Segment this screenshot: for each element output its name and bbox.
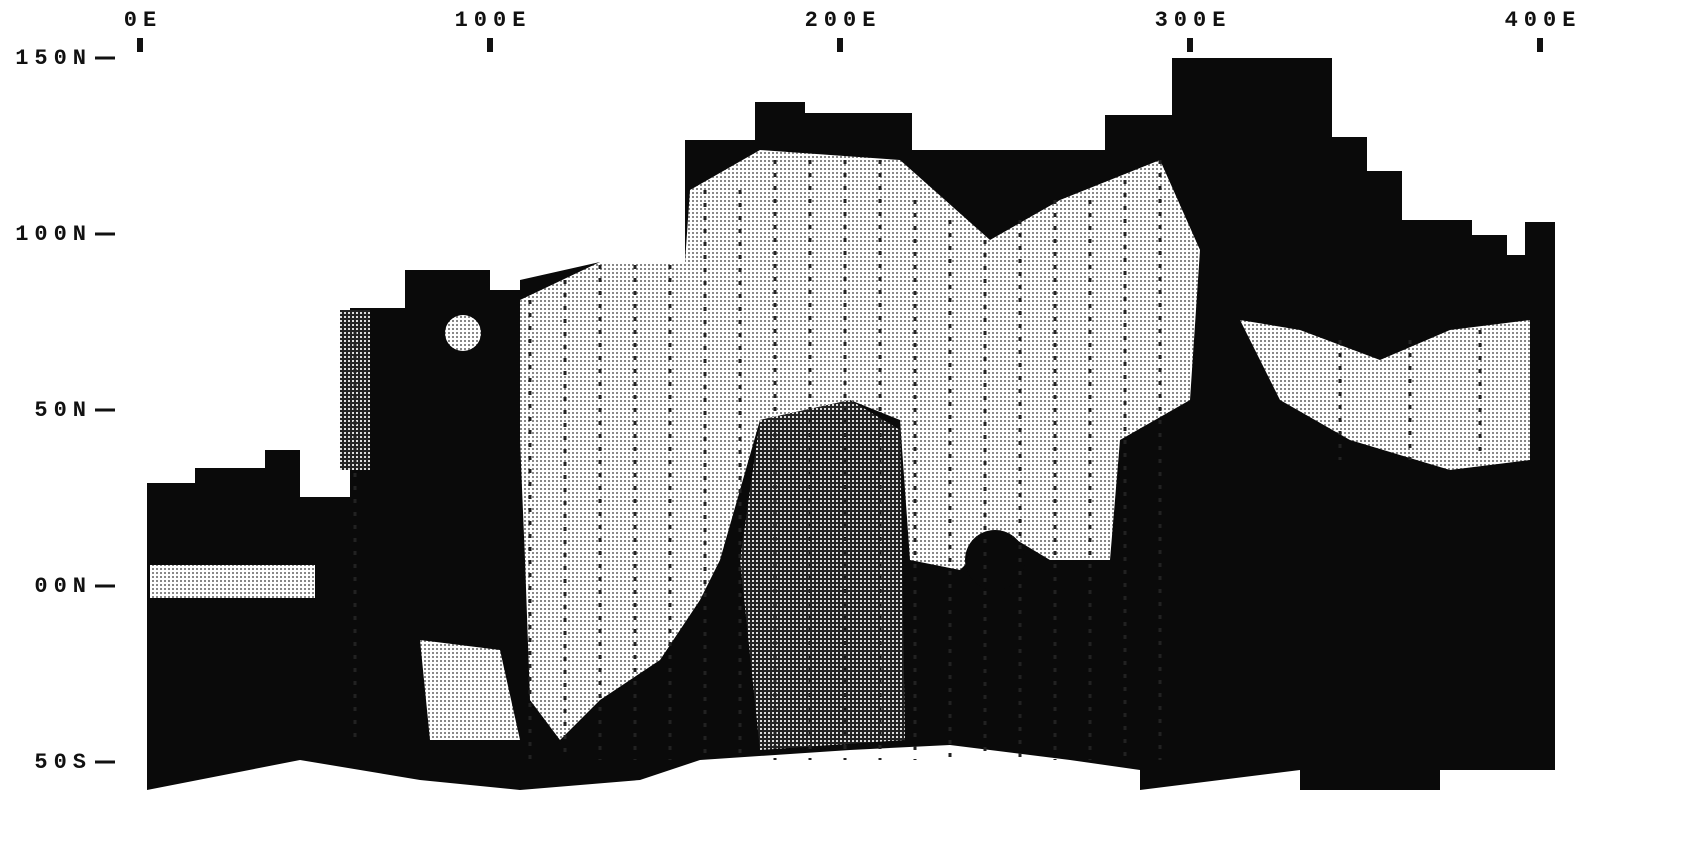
x-tick-label: 300E bbox=[1155, 8, 1232, 33]
y-tick-label: 50S bbox=[34, 750, 92, 775]
x-tick-mark bbox=[1537, 38, 1543, 52]
x-tick-mark bbox=[837, 38, 843, 52]
y-tick-label: 50N bbox=[34, 398, 92, 423]
y-tick-mark bbox=[95, 585, 115, 588]
y-tick-label: 00N bbox=[34, 574, 92, 599]
y-tick-mark bbox=[95, 761, 115, 764]
x-tick-label: 100E bbox=[455, 8, 532, 33]
x-tick-mark bbox=[137, 38, 143, 52]
y-tick-mark bbox=[95, 409, 115, 412]
x-tick-mark bbox=[487, 38, 493, 52]
y-tick-mark bbox=[95, 57, 115, 60]
y-tick-mark bbox=[95, 233, 115, 236]
x-tick-label: 400E bbox=[1505, 8, 1582, 33]
y-tick-label: 150N bbox=[15, 46, 92, 71]
map: 0E 100E 200E 300E 400E 150N 100N 50N 00N 50S bbox=[0, 0, 1704, 862]
y-tick-label: 100N bbox=[15, 222, 92, 247]
density-field bbox=[147, 58, 1555, 790]
x-tick-mark bbox=[1187, 38, 1193, 52]
x-tick-label: 0E bbox=[124, 8, 162, 33]
x-tick-label: 200E bbox=[805, 8, 882, 33]
